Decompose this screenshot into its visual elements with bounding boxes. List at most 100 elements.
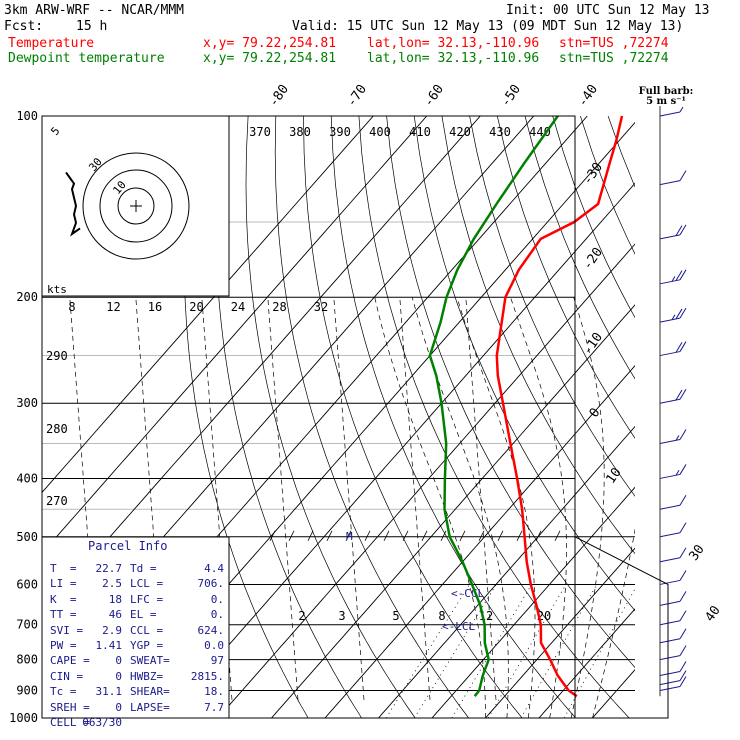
legend-temperature-latlon: lat,lon= 32.13,-110.96 (367, 36, 540, 51)
isotherm-line (538, 608, 635, 718)
isotherm-line (42, 116, 374, 494)
dry-adiabat (330, 116, 576, 718)
wind-barb (659, 547, 687, 563)
theta-e-label: 430 (489, 125, 511, 139)
mixing-ratio-upper-line (399, 299, 431, 701)
theta-e-label: 390 (329, 125, 351, 139)
isotherm-line (324, 365, 635, 718)
isobar-tick (269, 530, 276, 541)
mixing-ratio-line (487, 584, 567, 718)
wind-barb (659, 676, 687, 691)
temperature-profile (495, 115, 624, 698)
parcel-info-cell: 1.41 (95, 639, 123, 652)
parcel-info-cell: CCL = (130, 623, 164, 637)
header-fcst-label: Fcst: (4, 19, 44, 34)
mixing-ratio-upper-label: 32 (314, 300, 328, 314)
header-model: 3km ARW-WRF -- NCAR/MMM (4, 3, 185, 18)
isobar-tick (364, 530, 371, 541)
isotherm-label: -80 (266, 82, 292, 110)
isotherm-line (217, 243, 635, 718)
isobar-tick (516, 530, 523, 541)
pressure-tick-label: 1000 (9, 711, 38, 725)
plot-frame-extension (574, 536, 669, 719)
isotherm-label: 10 (603, 465, 624, 486)
parcel-info-cell: 0 (115, 669, 122, 683)
wind-barb (659, 269, 687, 285)
mixing-ratio-upper-label: 12 (106, 300, 120, 314)
hodograph-units: kts (47, 283, 67, 296)
hodograph-ring (117, 187, 155, 225)
mixing-ratio-line (563, 588, 635, 718)
parcel-info-cell: 624. (197, 623, 225, 637)
legend-temperature-name: Temperature (8, 36, 95, 51)
wind-panel-units: 5 m s⁻¹ (646, 96, 686, 107)
wind-barb (659, 170, 687, 186)
parcel-info-cell: CELL = (50, 716, 90, 729)
isobar-tick (478, 530, 485, 541)
dry-adiabat (215, 116, 362, 718)
parcel-info-cell: 7.7 (204, 700, 224, 714)
pressure-tick-label: 100 (16, 109, 38, 123)
isobar-tick (535, 530, 542, 541)
isobar-tick (459, 530, 466, 541)
parcel-info-cell: 97 (210, 654, 224, 668)
lcl-annotation: <-LCL (442, 620, 475, 633)
wind-barb (659, 591, 687, 606)
parcel-info-cell: HWBZ= (130, 669, 164, 683)
pressure-tick-label: 700 (16, 618, 38, 632)
theta-e-label: 400 (369, 125, 391, 139)
parcel-info-cell: 31.1 (95, 685, 123, 699)
parcel-info-cell: TT = (50, 608, 77, 622)
legend-dewpoint-stn: stn=TUS ,72274 (559, 51, 669, 66)
wind-barb (659, 645, 687, 661)
parcel-info-cell: EL = (130, 608, 157, 622)
parcel-info-cell: 18 (108, 592, 122, 606)
dry-adiabat (580, 116, 635, 255)
legend-temperature-stn: stn=TUS ,72274 (559, 36, 669, 51)
header-fcst-value: 15 h (76, 19, 108, 34)
dewpoint-profile (428, 115, 559, 697)
pressure-tick-label: 500 (16, 530, 38, 544)
mixing-ratio-line (385, 584, 470, 718)
mixing-ratio-upper-label: 28 (272, 300, 286, 314)
isotherm-line (378, 425, 635, 718)
parcel-info-cell: 0. (210, 592, 224, 606)
theta-e-label: 420 (449, 125, 471, 139)
parcel-info-cell: 0.0 (204, 639, 224, 652)
mixing-ratio-lower-label: 3 (338, 609, 345, 623)
wind-barb (659, 224, 687, 240)
parcel-info-cell: SHEAR= (130, 685, 170, 699)
isobar-tick (326, 530, 333, 541)
isotherm-label: -30 (580, 160, 606, 188)
legend-dewpoint-xy: x,y= 79.22,254.81 (203, 51, 337, 66)
mixing-ratio-upper-line (465, 299, 497, 701)
parcel-info-cell: 22.7 (95, 562, 123, 575)
wind-barb (659, 494, 687, 510)
isotherm-label: -20 (580, 245, 606, 273)
mixing-ratio-line (451, 584, 533, 718)
pressure-tick-label: 800 (16, 653, 38, 667)
isotherm-label: 30 (686, 542, 707, 563)
header-init: Init: 00 UTC Sun 12 May 13 (506, 3, 710, 18)
pressure-tick-label: 600 (16, 577, 38, 591)
parcel-info-cell: 4.4 (204, 562, 224, 575)
parcel-info-cell: 18. (204, 685, 224, 699)
parcel-info-cell: K = (50, 592, 77, 606)
wind-barb (659, 628, 687, 644)
isotherm-label: 40 (702, 603, 723, 624)
theta-e-label: 410 (409, 125, 431, 139)
parcel-info-cell: PW = (50, 639, 77, 652)
isotherm-line (592, 669, 635, 718)
parcel-info-cell: T = (50, 562, 77, 575)
isotherm-label: -70 (344, 82, 370, 110)
dry-adiabat (245, 116, 416, 718)
hodograph-ring (82, 152, 190, 260)
mixing-ratio-upper-label: 24 (231, 300, 245, 314)
isotherm-label: -60 (421, 82, 447, 110)
isobar-tick (307, 530, 314, 541)
isotherm-label: -40 (575, 82, 601, 110)
moist-adiabat (592, 527, 635, 718)
dry-adiabat (496, 116, 635, 439)
parcel-info-cell: CAPE = (50, 654, 90, 668)
parcel-info-cell: 063/30 (82, 716, 122, 729)
